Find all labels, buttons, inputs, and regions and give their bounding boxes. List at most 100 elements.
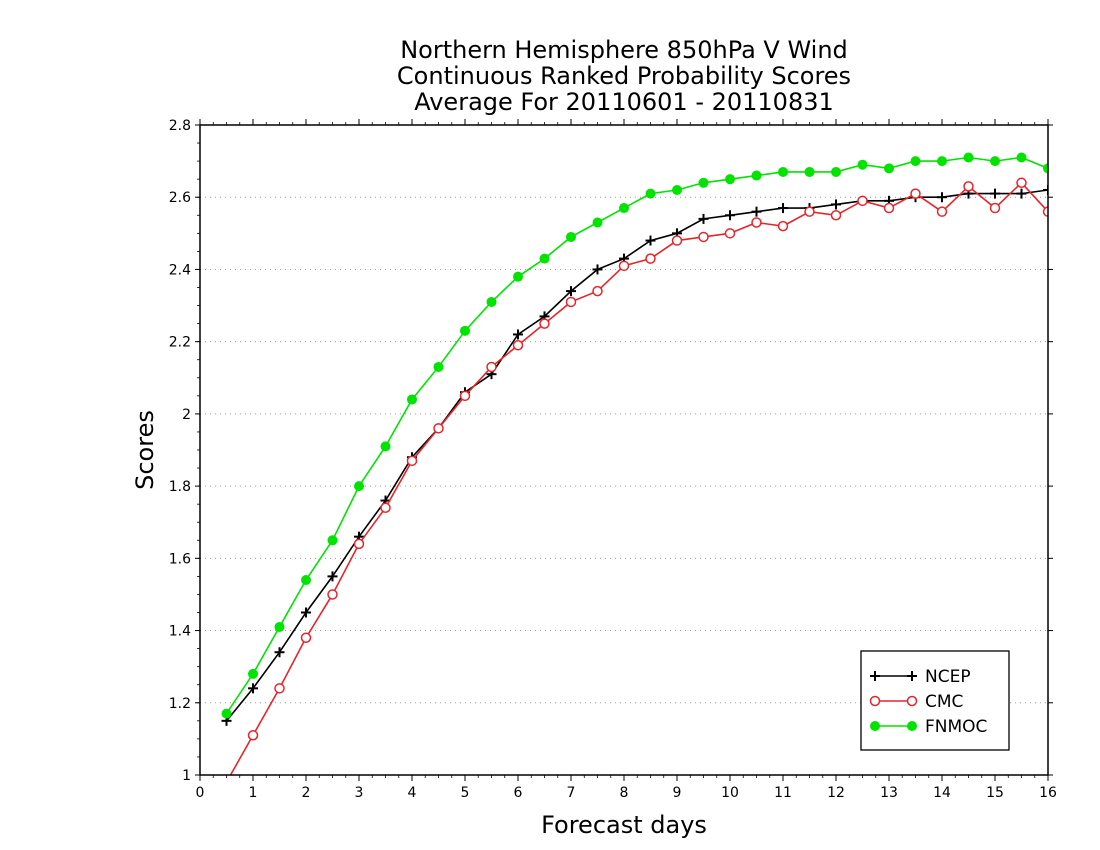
x-tick-label: 8 — [620, 785, 629, 801]
data-point-fnmoc — [327, 535, 338, 546]
data-point-ncep — [1016, 188, 1027, 199]
legend-marker-cmc — [906, 695, 918, 707]
legend-marker-fnmoc — [870, 721, 880, 731]
x-tick-label: 10 — [721, 785, 739, 801]
y-tick-label: 1 — [182, 768, 191, 784]
y-tick-label: 2.8 — [169, 118, 191, 134]
data-point-fnmoc — [1043, 163, 1048, 174]
x-tick-label: 6 — [514, 785, 523, 801]
data-point-cmc — [222, 778, 231, 787]
data-point-fnmoc — [592, 217, 603, 228]
x-tick-label: 14 — [933, 785, 951, 801]
x-tick-label: 7 — [567, 785, 576, 801]
data-point-ncep — [592, 264, 603, 275]
series-lines — [221, 152, 1048, 787]
legend-marker-ncep — [907, 671, 917, 681]
data-point-cmc — [380, 502, 391, 514]
axis-ticks: 11.21.41.61.822.22.42.62.80 1 2 3 4 5 6 7 8 9 10 11… — [169, 118, 1057, 801]
data-point-ncep — [327, 571, 338, 582]
series-line-fnmoc — [225, 156, 1048, 715]
gridlines — [200, 196, 1048, 704]
data-point-fnmoc — [698, 177, 709, 188]
data-point-fnmoc — [857, 159, 868, 170]
data-point-cmc — [1042, 206, 1048, 217]
y-tick-label: 2.4 — [169, 262, 191, 278]
data-point-cmc — [936, 206, 948, 217]
data-point-ncep — [1043, 185, 1048, 195]
y-tick-label: 1.4 — [169, 624, 191, 640]
data-point-fnmoc — [884, 163, 894, 174]
data-point-cmc — [777, 220, 789, 232]
data-point-ncep — [645, 235, 656, 246]
data-point-cmc — [433, 423, 444, 434]
data-point-fnmoc — [990, 156, 1000, 167]
data-point-cmc — [830, 210, 842, 221]
data-point-fnmoc — [778, 166, 788, 177]
data-point-cmc — [883, 202, 895, 214]
y-tick-label: 2.2 — [169, 335, 191, 351]
data-point-cmc — [300, 632, 312, 644]
data-point-cmc — [804, 206, 815, 217]
data-point-cmc — [592, 285, 603, 297]
data-point-ncep — [274, 647, 285, 658]
data-point-fnmoc — [619, 203, 629, 214]
legend: NCEP CMC FNMOC — [860, 650, 1010, 751]
y-tick-label: 1.2 — [169, 696, 191, 712]
x-tick-label: 11 — [774, 785, 792, 801]
data-point-cmc — [989, 202, 1001, 214]
data-point-cmc — [512, 340, 524, 351]
data-point-fnmoc — [751, 170, 762, 181]
data-point-fnmoc — [354, 481, 364, 492]
data-point-cmc — [459, 390, 471, 402]
data-point-cmc — [406, 455, 418, 467]
data-point-fnmoc — [513, 271, 523, 282]
x-tick-label: 13 — [880, 785, 898, 801]
data-point-cmc — [671, 235, 683, 246]
x-tick-label: 5 — [461, 785, 470, 801]
data-point-ncep — [725, 210, 735, 221]
legend-label-fnmoc: FNMOC — [925, 717, 987, 737]
y-tick-label: 2 — [182, 407, 191, 423]
data-point-cmc — [486, 361, 497, 373]
data-point-cmc — [353, 538, 365, 550]
data-point-fnmoc — [937, 156, 947, 167]
x-tick-label: 15 — [986, 785, 1004, 801]
data-point-cmc — [618, 260, 630, 272]
data-point-cmc — [247, 730, 259, 741]
data-point-fnmoc — [433, 361, 444, 372]
data-point-ncep — [937, 192, 947, 203]
data-point-cmc — [910, 188, 921, 199]
data-point-cmc — [698, 231, 709, 243]
data-point-ncep — [301, 607, 311, 618]
x-axis-label: Forecast days — [541, 811, 707, 839]
chart-title-line: Northern Hemisphere 850hPa V Wind — [400, 36, 848, 64]
data-point-fnmoc — [963, 152, 974, 163]
legend-label-ncep: NCEP — [925, 667, 971, 687]
y-tick-label: 1.6 — [169, 551, 191, 567]
data-point-ncep — [513, 329, 523, 340]
chart-title-line: Average For 20110601 - 20110831 — [414, 88, 834, 116]
data-point-cmc — [327, 589, 338, 600]
data-point-cmc — [565, 296, 577, 308]
x-tick-label: 16 — [1039, 785, 1057, 801]
data-point-fnmoc — [274, 621, 285, 632]
data-point-cmc — [751, 217, 762, 228]
legend-marker-fnmoc — [907, 721, 917, 731]
data-point-ncep — [566, 286, 576, 297]
y-axis-label: Scores — [131, 410, 159, 490]
series-line-ncep — [225, 189, 1048, 722]
data-point-fnmoc — [566, 231, 576, 242]
data-point-fnmoc — [804, 166, 815, 177]
x-tick-label: 12 — [827, 785, 845, 801]
chart-title: Northern Hemisphere 850hPa V WindContinu… — [397, 36, 851, 116]
x-tick-label: 2 — [302, 785, 311, 801]
data-point-fnmoc — [672, 185, 682, 195]
x-tick-label: 1 — [249, 785, 258, 801]
legend-label-cmc: CMC — [925, 692, 963, 712]
data-point-fnmoc — [486, 296, 497, 307]
data-point-fnmoc — [460, 325, 470, 336]
data-point-fnmoc — [910, 156, 921, 167]
legend-marker-ncep — [870, 671, 880, 681]
legend-marker-cmc — [869, 695, 881, 707]
